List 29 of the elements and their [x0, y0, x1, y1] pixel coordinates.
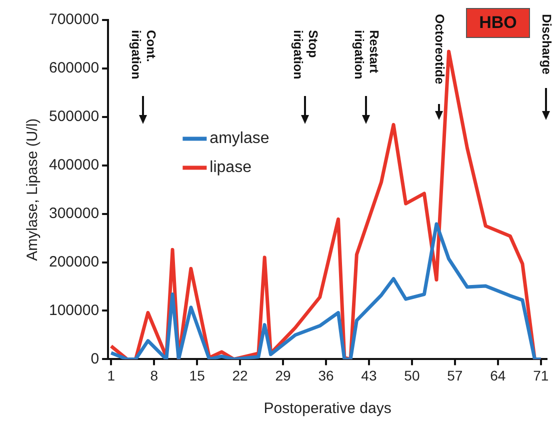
x-tick-label: 15: [189, 367, 206, 384]
y-tick-label: 500000: [48, 108, 100, 126]
x-tick-label: 8: [150, 367, 158, 384]
x-tick-label: 71: [533, 367, 549, 384]
y-axis-title: Amylase, Lipase (U/l): [24, 118, 42, 261]
y-tick-label: 600000: [48, 60, 100, 77]
annotation: Cont. irigation: [128, 30, 158, 82]
legend-label: lipase: [210, 159, 252, 176]
annotation: Stop irigation: [290, 30, 320, 82]
annotation: HBO: [466, 8, 530, 38]
x-tick-label: 64: [490, 367, 506, 384]
y-tick-label: 100000: [48, 302, 100, 319]
x-tick-label: 57: [447, 367, 463, 384]
y-tick-label: 0: [90, 350, 100, 368]
annotation: Discharge: [538, 14, 554, 74]
x-tick-label: 22: [232, 367, 248, 384]
x-tick-label: 36: [318, 367, 334, 384]
x-tick-label: 50: [404, 367, 420, 384]
annotation: Restart irigation: [351, 30, 381, 82]
annotation: Octoreotide: [432, 14, 446, 84]
y-tick-label: 200000: [48, 253, 100, 270]
y-tick-label: 400000: [48, 156, 100, 174]
y-tick-label: 700000: [48, 11, 100, 28]
x-tick-label: 43: [361, 367, 377, 384]
y-tick-label: 300000: [48, 204, 100, 222]
x-axis-title: Postoperative days: [264, 400, 392, 418]
x-tick-label: 29: [275, 367, 292, 384]
x-tick-label: 1: [107, 367, 116, 384]
legend-label: amylase: [210, 130, 270, 148]
